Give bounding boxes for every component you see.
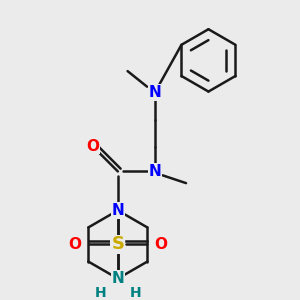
Text: O: O [154, 237, 167, 252]
Text: N: N [112, 203, 124, 218]
Text: H: H [94, 286, 106, 300]
Text: N: N [112, 271, 124, 286]
Text: N: N [148, 85, 161, 100]
Text: O: O [68, 237, 82, 252]
Text: H: H [130, 286, 141, 300]
Text: S: S [111, 236, 124, 253]
Text: N: N [148, 164, 161, 179]
Text: O: O [86, 139, 99, 154]
